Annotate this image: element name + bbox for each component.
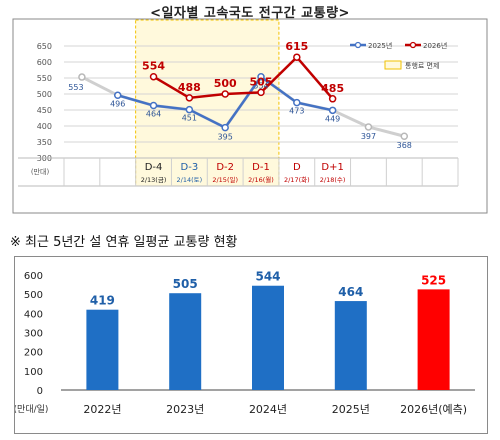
yearly-average-bar-chart: 0 100 200 300 400 500 600 (만대/일) 419 2022년 505 2023… — [15, 270, 475, 416]
unit-label: (만대) — [31, 167, 50, 176]
series-2026-point — [185, 94, 194, 102]
legend-2026-label: 2026년 — [423, 41, 447, 50]
series-2025-point — [185, 105, 194, 114]
x-date-label: 2/13(금) — [141, 176, 167, 184]
x-day-label: D-2 — [216, 162, 234, 173]
x-date-label: 2/16(월) — [248, 175, 274, 184]
x-day-label: D-1 — [252, 162, 270, 173]
bar — [169, 293, 202, 390]
y-tick-label: 400 — [24, 309, 43, 320]
bar-value-label: 544 — [255, 270, 280, 284]
x-day-label: D — [293, 162, 301, 173]
series-2026-point — [328, 95, 337, 103]
series-2025-data-label: 395 — [218, 133, 233, 142]
series-2026-point — [221, 90, 229, 98]
y-tick-label: 600 — [24, 271, 43, 282]
y-tick-label: 200 — [24, 348, 43, 359]
x-category-label: 2024년 — [249, 403, 287, 416]
series-2026-line — [152, 55, 334, 100]
series-2026-data-label: 488 — [178, 81, 201, 94]
x-date-label: 2/17(화) — [284, 176, 310, 184]
x-day-label: D+1 — [321, 162, 343, 173]
series-2025-point — [257, 72, 265, 81]
x-day-label: D-3 — [181, 162, 199, 173]
series-2026-data-label: 485 — [321, 82, 344, 95]
y-tick-label: 600 — [37, 58, 52, 67]
series-2026-data-label: 500 — [214, 77, 237, 90]
legend-2026-marker — [409, 41, 417, 49]
x-date-label: 2/14(토) — [177, 176, 203, 184]
legend-toll-free-swatch — [384, 60, 402, 70]
legend-toll-free-label: 통행료 면제 — [405, 61, 439, 70]
section-title: ※ 최근 5년간 설 연휴 일평균 교통량 현황 — [10, 235, 238, 250]
series-2026-data-label: 554 — [142, 60, 165, 73]
series-2025-data-label: 464 — [146, 110, 161, 119]
y-tick-label: 400 — [37, 122, 52, 131]
x-day-label: D-4 — [145, 162, 163, 173]
series-2025-point — [149, 101, 158, 110]
y-tick-label: 450 — [37, 106, 52, 115]
y-tick-label: 100 — [24, 367, 43, 378]
page-title: <일자별 고속국도 전구간 교통량> — [150, 6, 350, 21]
series-2025-data-label: 368 — [397, 141, 412, 150]
x-category-label: 2022년 — [83, 403, 121, 416]
x-date-label: 2/18(수) — [320, 176, 346, 184]
bar-value-label: 505 — [173, 277, 198, 291]
y-tick-label: 500 — [37, 90, 52, 99]
series-2025-point — [364, 123, 373, 131]
series-2026-data-label: 505 — [250, 75, 273, 88]
y-tick-label: 650 — [37, 42, 52, 51]
y-tick-label: 300 — [24, 329, 43, 340]
series-2026-point — [149, 72, 158, 81]
y-tick-label: 550 — [37, 74, 52, 83]
series-2025-point — [113, 91, 122, 100]
bar — [334, 301, 367, 390]
series-2025-point — [328, 106, 337, 115]
legend-2025-marker — [354, 41, 362, 49]
bar-value-label: 525 — [421, 273, 446, 287]
bar-chart-frame: 0 100 200 300 400 500 600 (만대/일) 419 2022년 505 2023… — [14, 256, 488, 434]
bar — [417, 289, 450, 390]
y-tick-label: 0 — [37, 386, 43, 397]
series-2025-data-label: 473 — [289, 107, 304, 116]
y-tick-label: 350 — [37, 138, 52, 147]
series-2026-point — [293, 53, 301, 61]
y-tick-label: 500 — [24, 290, 43, 301]
series-2025-point — [221, 123, 229, 132]
series-2026-point — [257, 88, 265, 97]
x-category-label: 2026년(예측) — [400, 403, 467, 416]
legend-2025-label: 2025년 — [368, 41, 392, 50]
bar-value-label: 464 — [338, 285, 363, 299]
series-2025-data-label: 496 — [110, 99, 125, 108]
series-2025-data-label: 449 — [325, 114, 340, 123]
series-2026-data-label: 615 — [285, 40, 308, 53]
series-2025-point — [78, 73, 86, 81]
bar — [86, 309, 119, 390]
series-2025-point — [400, 132, 409, 140]
bar-value-label: 419 — [90, 294, 115, 308]
series-2025-data-label: 397 — [361, 132, 376, 141]
series-2025-data-label: 554 — [253, 82, 268, 91]
x-date-label: 2/15(일) — [212, 175, 238, 184]
series-2025-data-label: 553 — [68, 83, 83, 92]
x-category-label: 2025년 — [332, 403, 370, 416]
bar — [252, 285, 284, 390]
unit-label: (만대/일) — [15, 404, 48, 415]
series-2025-point — [293, 98, 301, 107]
x-category-label: 2023년 — [166, 403, 204, 416]
series-2025-data-label: 451 — [182, 114, 197, 123]
